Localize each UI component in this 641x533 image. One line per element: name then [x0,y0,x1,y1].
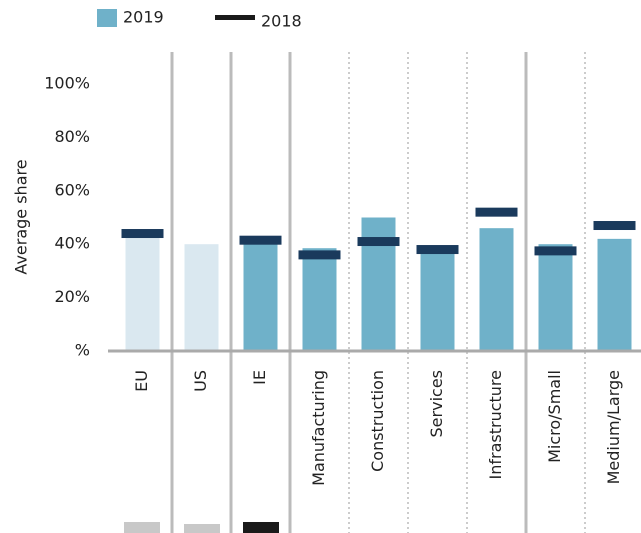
y-tick-label: % [75,341,90,360]
x-tick-label: Micro/Small [545,370,564,463]
legend-label: 2019 [123,8,164,27]
legend-swatch [215,15,255,20]
y-tick-label: 60% [54,180,90,199]
x-tick-label: Manufacturing [309,370,328,486]
bar [184,244,219,351]
marker-2018 [121,229,164,239]
marker-2018 [534,246,577,256]
bar [420,249,455,351]
legend-label: 2018 [261,12,302,31]
x-tick-label: Medium/Large [604,370,623,484]
y-tick-label: 100% [44,74,90,93]
x-tick-label: IE [250,370,269,385]
y-tick-label: 20% [54,287,90,306]
footer-block [243,522,279,533]
marker-2018 [593,221,636,231]
y-tick-label: 40% [54,234,90,253]
y-axis-label: Average share [12,159,31,274]
footer-block [124,522,160,533]
marker-2018 [298,250,341,260]
footer-block [184,524,220,533]
x-tick-label: EU [132,370,151,392]
bar [243,241,278,351]
x-tick-label: Construction [368,370,387,472]
bar [479,228,514,351]
marker-2018 [416,245,459,255]
marker-2018 [239,235,282,245]
marker-2018 [475,207,518,217]
x-tick-label: Infrastructure [486,370,505,479]
marker-2018 [357,237,400,247]
bar [597,238,632,351]
x-tick-label: US [191,370,210,392]
bar [538,244,573,351]
x-tick-label: Services [427,370,446,437]
bar [125,236,160,351]
bar [302,248,337,351]
legend-swatch [97,9,117,27]
y-tick-label: 80% [54,127,90,146]
